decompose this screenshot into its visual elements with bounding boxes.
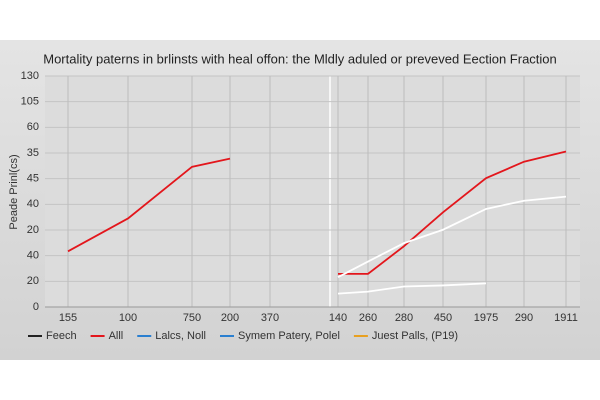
x-tick-label: 750 <box>183 312 201 324</box>
x-tick-label: 200 <box>221 312 239 324</box>
y-tick-label: 20 <box>27 224 39 236</box>
series-line <box>337 282 487 295</box>
x-tick-label: 1975 <box>474 312 498 324</box>
series-line <box>67 157 231 253</box>
y-axis-label: Peade Prinl(cs) <box>8 154 20 229</box>
y-tick-label: 20 <box>27 275 39 287</box>
legend-label: Feech <box>46 330 77 342</box>
series-line <box>338 150 567 275</box>
x-tick-label: 290 <box>515 312 533 324</box>
legend-label: Symem Patery, Polel <box>238 330 340 342</box>
y-tick-label: 0 <box>33 301 39 313</box>
x-tick-label: 155 <box>59 312 77 324</box>
y-tick-label: 130 <box>21 70 39 82</box>
chart-title: Mortality paterns in brlinsts with heal … <box>43 51 557 66</box>
plot-area <box>45 76 580 307</box>
legend-label: Lalcs, Noll <box>155 330 206 342</box>
legend-label: Alll <box>109 330 124 342</box>
x-tick-label: 140 <box>329 312 347 324</box>
y-tick-label: 105 <box>21 96 39 108</box>
x-tick-label: 100 <box>119 312 137 324</box>
y-tick-label: 35 <box>27 147 39 159</box>
y-tick-label: 60 <box>27 121 39 133</box>
y-tick-label: 45 <box>27 173 39 185</box>
y-tick-label: 40 <box>27 250 39 262</box>
x-tick-label: 1911 <box>554 312 578 324</box>
x-tick-label: 260 <box>359 312 377 324</box>
legend-label: Juest Palls, (P19) <box>372 330 458 342</box>
x-tick-label: 450 <box>434 312 452 324</box>
y-tick-label: 40 <box>27 198 39 210</box>
series-line <box>337 195 567 279</box>
x-tick-label: 280 <box>395 312 413 324</box>
x-tick-label: 370 <box>261 312 279 324</box>
